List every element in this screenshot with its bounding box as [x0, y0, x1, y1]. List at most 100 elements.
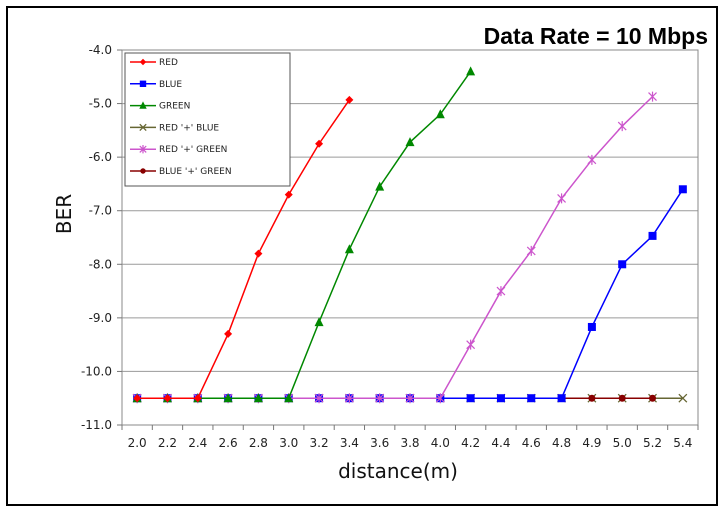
triangle-marker: [253, 393, 263, 403]
x-tick-label: 4.4: [491, 436, 510, 450]
diamond-marker: [345, 95, 354, 104]
legend-label: GREEN: [159, 102, 190, 112]
x-tick-label: 4.9: [582, 436, 601, 450]
plot-area-border: [121, 49, 699, 426]
x-tick-label: 4.8: [552, 436, 571, 450]
x-tick-label: 3.8: [400, 436, 419, 450]
triangle-marker: [284, 393, 294, 403]
square-marker: [587, 322, 596, 331]
legend: RED BLUE GREEN RED '+' BLUE RED '+' GREEN BLU…: [124, 52, 291, 187]
star-marker: [435, 393, 445, 404]
x-tick-label: 5.2: [643, 436, 662, 450]
square-marker: [557, 394, 566, 403]
diamond-marker: [133, 394, 142, 403]
triangle-marker: [314, 317, 324, 327]
star-marker: [466, 339, 476, 350]
plot-border: [121, 49, 699, 426]
series-line: [137, 188, 684, 399]
y-axis-label: BER: [52, 194, 76, 234]
legend-item: RED '+' BLUE: [130, 123, 219, 133]
star-marker: [617, 121, 627, 132]
square-marker: [678, 185, 687, 194]
y-tick-label: -10.0: [81, 364, 112, 378]
y-tick-label: -9.0: [89, 311, 112, 325]
y-tick-label: -7.0: [89, 204, 112, 218]
y-tick-label: -11.0: [81, 418, 112, 432]
legend-item: RED: [130, 58, 178, 68]
triangle-marker: [405, 137, 415, 147]
triangle-marker: [139, 101, 147, 109]
star-marker: [648, 91, 657, 102]
x-tick-label: 5.0: [613, 436, 632, 450]
x-tick-label: 3.6: [370, 436, 389, 450]
star-marker: [405, 393, 415, 404]
square-marker: [648, 231, 657, 240]
star-marker: [375, 393, 385, 404]
diamond-marker: [315, 139, 324, 148]
x-tick-label: 2.6: [219, 436, 238, 450]
series-group: [132, 66, 688, 404]
circle-marker: [588, 394, 596, 402]
circle-marker: [140, 168, 146, 174]
x-axis-label: distance(m): [338, 459, 458, 483]
triangle-marker: [375, 181, 385, 191]
star-marker: [344, 393, 354, 404]
x-tick-label: 2.4: [188, 436, 207, 450]
y-tick-label: -4.0: [89, 43, 112, 57]
legend-item: GREEN: [130, 101, 190, 112]
chart-title: Data Rate = 10 Mbps: [484, 23, 708, 49]
legend-item: BLUE '+' GREEN: [130, 167, 232, 177]
triangle-marker: [466, 66, 476, 76]
legend-item: RED '+' GREEN: [130, 145, 227, 155]
diamond-marker: [224, 329, 233, 338]
circle-marker: [649, 394, 657, 402]
star-marker: [314, 393, 324, 404]
star-marker: [139, 145, 147, 154]
legend-box: [124, 52, 291, 187]
star-marker: [587, 154, 597, 165]
series-line: [137, 99, 350, 399]
legend-label: BLUE: [159, 80, 182, 90]
square-marker: [466, 394, 475, 403]
diamond-marker: [254, 249, 263, 258]
legend-label: RED: [159, 58, 178, 68]
legend-label: RED '+' BLUE: [159, 123, 219, 133]
diamond-marker: [284, 190, 293, 199]
square-marker: [496, 394, 505, 403]
diamond-marker: [163, 394, 172, 403]
star-marker: [557, 193, 567, 204]
x-tick-label: 4.0: [431, 436, 450, 450]
circle-marker: [618, 394, 626, 402]
series-blue: [133, 185, 687, 403]
y-tick-label: -6.0: [89, 150, 112, 164]
x-tick-label: 3.0: [279, 436, 298, 450]
y-tick-label: -8.0: [89, 257, 112, 271]
x-marker: [139, 123, 147, 132]
x-tick-label: 3.2: [310, 436, 329, 450]
x-tick-label: 2.0: [128, 436, 147, 450]
star-marker: [526, 245, 536, 256]
triangle-marker: [435, 109, 445, 119]
triangle-marker: [344, 244, 354, 254]
square-marker: [139, 80, 147, 87]
series-red: [133, 95, 354, 403]
x-tick-label: 2.2: [158, 436, 177, 450]
x-tick-label: 2.8: [249, 436, 268, 450]
x-marker: [678, 393, 688, 403]
y-tick-label: -5.0: [89, 97, 112, 111]
y-axis-ticks: -4.0 -5.0 -6.0 -7.0 -8.0 -9.0 -10.0 -11.0: [81, 43, 122, 432]
square-marker: [618, 260, 627, 269]
triangle-marker: [223, 393, 233, 403]
star-marker: [496, 286, 506, 297]
diamond-marker: [193, 394, 202, 403]
legend-label: BLUE '+' GREEN: [159, 167, 232, 177]
square-marker: [527, 394, 536, 403]
x-tick-label: 5.4: [673, 436, 692, 450]
x-tick-label: 4.6: [522, 436, 541, 450]
x-tick-label: 4.2: [461, 436, 480, 450]
diamond-marker: [139, 58, 147, 66]
x-axis-ticks: 2.0 2.2 2.4 2.6 2.8 3.0 3.2 3.4 3.6 3.8 4.0 4.2 4.4 4…: [121, 425, 699, 450]
x-tick-label: 3.4: [340, 436, 359, 450]
legend-label: RED '+' GREEN: [159, 145, 227, 155]
